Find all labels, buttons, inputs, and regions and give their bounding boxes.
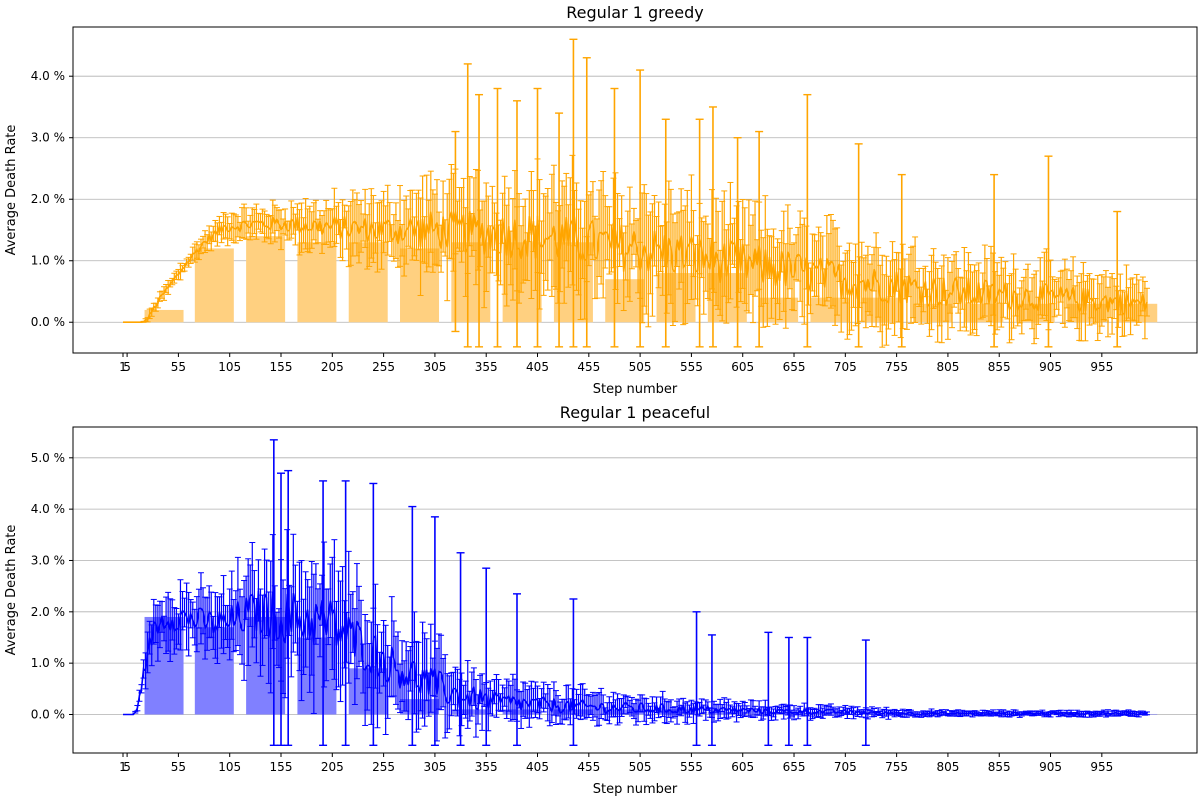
x-tick-label: 355 — [475, 360, 498, 374]
x-tick-label: 705 — [834, 760, 857, 774]
x-tick-label: 155 — [270, 760, 293, 774]
peaceful-chart: Regular 1 peaceful Average Death Rate St… — [4, 403, 1198, 797]
errorbar-series — [123, 38, 1150, 348]
x-axis-label: Step number — [593, 782, 678, 797]
x-tick-label: 255 — [372, 360, 395, 374]
bar — [297, 242, 337, 323]
x-tick-label: 705 — [834, 360, 857, 374]
series-line — [123, 211, 1148, 323]
x-tick-label: 605 — [731, 760, 754, 774]
bar — [451, 709, 491, 715]
y-tick-label: 4.0 % — [31, 69, 65, 83]
x-tick-label: 5 — [123, 760, 131, 774]
bar — [502, 709, 542, 715]
plot-frame — [72, 26, 1198, 354]
y-tick-label: 5.0 % — [31, 451, 65, 465]
x-tick-label: 155 — [270, 360, 293, 374]
bar — [810, 297, 850, 323]
x-ticks: 15 55 105 155 205 255 305 355 405 455 505 555 605 655… — [119, 353, 1113, 374]
x-tick-label: 905 — [1039, 760, 1062, 774]
y-tick-label: 3.0 % — [31, 553, 65, 567]
bar — [605, 709, 645, 715]
x-tick-label: 255 — [372, 760, 395, 774]
x-tick-label: 455 — [577, 760, 600, 774]
x-tick-label: 805 — [936, 760, 959, 774]
chart-title: Regular 1 peaceful — [560, 403, 710, 422]
x-tick-label: 305 — [423, 760, 446, 774]
chart-title: Regular 1 greedy — [566, 3, 703, 22]
x-tick-label: 505 — [629, 760, 652, 774]
x-tick-label: 505 — [629, 360, 652, 374]
series-line — [123, 590, 1148, 717]
greedy-chart: Regular 1 greedy Average Death Rate Step… — [4, 3, 1198, 397]
x-tick-label: 755 — [885, 760, 908, 774]
y-ticks: 0.0 % 1.0 % 2.0 % 3.0 % 4.0 % 5.0 % — [31, 451, 73, 721]
bar — [194, 248, 234, 323]
x-ticks: 15 55 105 155 205 255 305 355 405 455 505 555 605 655… — [119, 753, 1113, 774]
x-tick-label: 5 — [123, 360, 131, 374]
x-tick-label: 955 — [1090, 760, 1113, 774]
y-tick-label: 0.0 % — [31, 707, 65, 721]
x-tick-label: 205 — [321, 360, 344, 374]
x-tick-label: 605 — [731, 360, 754, 374]
y-axis-label: Average Death Rate — [4, 125, 19, 256]
x-tick-label: 55 — [171, 360, 186, 374]
x-tick-label: 955 — [1090, 360, 1113, 374]
x-tick-label: 655 — [783, 360, 806, 374]
x-tick-label: 55 — [171, 760, 186, 774]
y-tick-label: 2.0 % — [31, 192, 65, 206]
y-tick-label: 3.0 % — [31, 131, 65, 145]
x-tick-label: 405 — [526, 760, 549, 774]
y-axis-label: Average Death Rate — [4, 525, 19, 656]
x-tick-label: 1 — [119, 360, 127, 374]
x-tick-label: 405 — [526, 360, 549, 374]
x-tick-label: 555 — [680, 360, 703, 374]
x-tick-label: 355 — [475, 760, 498, 774]
gridlines — [73, 457, 1197, 715]
x-tick-label: 1 — [119, 760, 127, 774]
bar — [707, 711, 747, 715]
y-ticks: 0.0 % 1.0 % 2.0 % 3.0 % 4.0 % — [31, 69, 73, 329]
bar — [246, 236, 286, 323]
x-tick-label: 105 — [218, 760, 241, 774]
x-tick-label: 805 — [936, 360, 959, 374]
x-tick-label: 855 — [988, 760, 1011, 774]
bars — [144, 616, 1158, 715]
y-tick-label: 0.0 % — [31, 315, 65, 329]
errorbar-series — [123, 439, 1150, 746]
y-tick-label: 1.0 % — [31, 254, 65, 268]
x-tick-label: 655 — [783, 760, 806, 774]
x-tick-label: 555 — [680, 760, 703, 774]
x-tick-label: 205 — [321, 760, 344, 774]
x-tick-label: 305 — [423, 360, 446, 374]
x-tick-label: 755 — [885, 360, 908, 374]
plot-frame — [72, 426, 1198, 754]
x-tick-label: 105 — [218, 360, 241, 374]
bar — [964, 713, 1004, 715]
x-tick-label: 455 — [577, 360, 600, 374]
bar — [144, 309, 184, 323]
x-tick-label: 855 — [988, 360, 1011, 374]
y-tick-label: 2.0 % — [31, 605, 65, 619]
x-tick-label: 905 — [1039, 360, 1062, 374]
y-tick-label: 1.0 % — [31, 656, 65, 670]
y-tick-label: 4.0 % — [31, 502, 65, 516]
x-axis-label: Step number — [593, 382, 678, 397]
